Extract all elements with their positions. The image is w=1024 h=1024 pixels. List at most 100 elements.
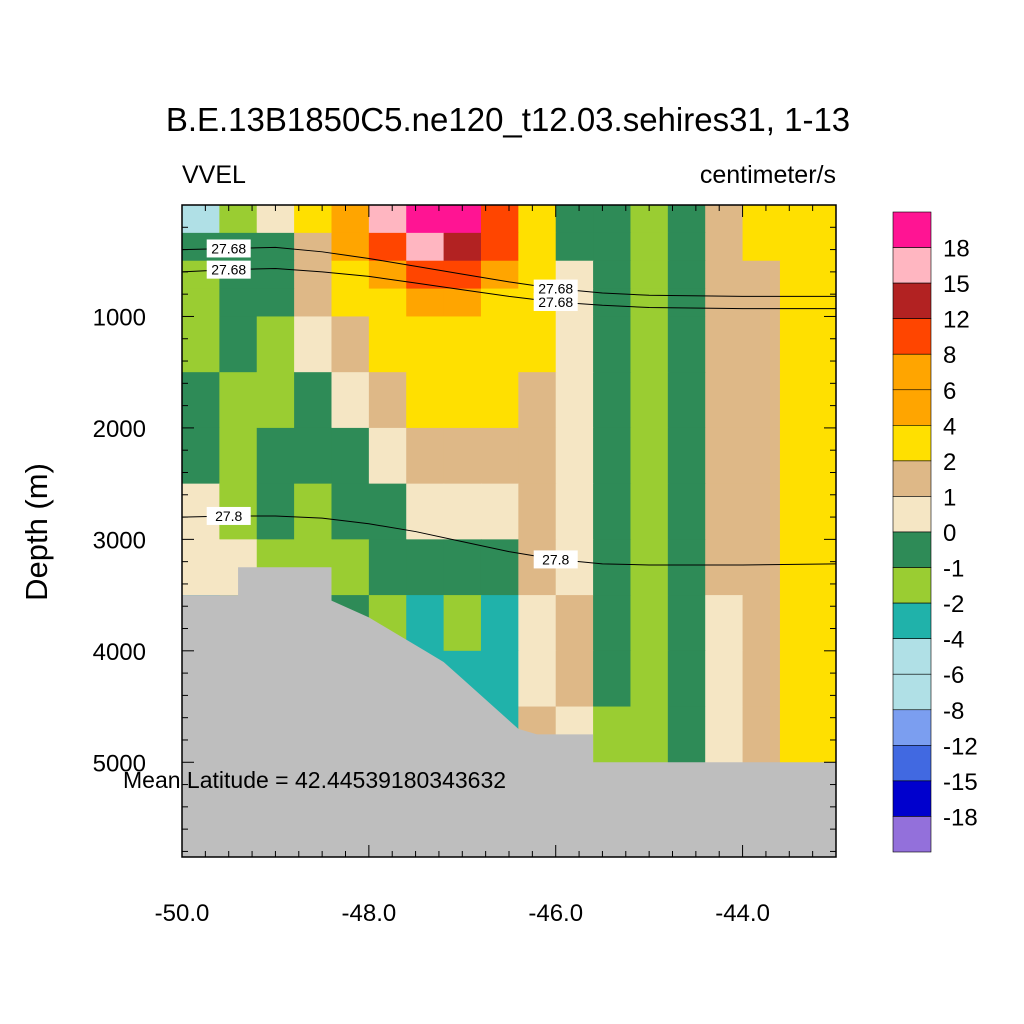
contour-label: 27.8 bbox=[215, 508, 242, 524]
field-cell bbox=[518, 372, 557, 429]
field-cell bbox=[256, 483, 295, 540]
colorbar-label: 15 bbox=[943, 271, 970, 298]
y-tick-label: 5000 bbox=[93, 750, 146, 777]
units-label: centimeter/s bbox=[700, 161, 836, 189]
bathymetry-mask bbox=[182, 567, 836, 857]
field-cell bbox=[219, 427, 258, 485]
field-cell bbox=[667, 650, 706, 708]
colorbar-label: -2 bbox=[943, 591, 964, 618]
field-cell bbox=[630, 372, 669, 429]
field-cell bbox=[779, 232, 836, 262]
y-tick-label: 2000 bbox=[93, 416, 146, 443]
field-cell bbox=[518, 316, 557, 373]
field-cell bbox=[742, 706, 781, 763]
field-cell bbox=[368, 260, 407, 290]
y-tick-label: 1000 bbox=[93, 304, 146, 331]
field-cell bbox=[705, 427, 744, 485]
contour-label: 27.8 bbox=[542, 551, 569, 567]
colorbar-swatch bbox=[892, 460, 932, 497]
field-cell bbox=[406, 316, 445, 373]
field-cell bbox=[630, 650, 669, 708]
contour-label-box bbox=[206, 260, 251, 279]
field-cell bbox=[667, 316, 706, 373]
field-cell bbox=[705, 650, 744, 708]
contour-line bbox=[182, 246, 836, 297]
contour-line bbox=[182, 515, 836, 566]
field-cell bbox=[368, 288, 407, 318]
field-cell bbox=[593, 706, 632, 763]
colorbar-label: 8 bbox=[943, 342, 956, 369]
field-cell bbox=[742, 483, 781, 540]
field-cell bbox=[219, 316, 258, 373]
field-cell bbox=[742, 288, 781, 318]
field-cell bbox=[705, 288, 744, 318]
field-cell bbox=[705, 483, 744, 540]
field-cell bbox=[518, 232, 557, 262]
field-cell bbox=[705, 316, 744, 373]
colorbar-label: -15 bbox=[943, 769, 978, 796]
field-cell bbox=[779, 650, 836, 708]
colorbar-label: -8 bbox=[943, 698, 964, 725]
field-cell bbox=[406, 260, 445, 290]
colorbar-swatch bbox=[892, 780, 932, 817]
field-cell bbox=[368, 316, 407, 373]
contour-label: 27.68 bbox=[538, 294, 573, 310]
field-cell bbox=[742, 650, 781, 708]
field-cell bbox=[294, 288, 333, 318]
x-tick-label: -44.0 bbox=[715, 900, 770, 927]
field-cell bbox=[742, 539, 781, 596]
field-cell bbox=[630, 483, 669, 540]
field-cell bbox=[593, 483, 632, 540]
colorbar-swatch bbox=[892, 567, 932, 604]
field-cell bbox=[593, 372, 632, 429]
field-cell bbox=[256, 316, 295, 373]
field-cell bbox=[406, 483, 445, 540]
field-cell bbox=[480, 372, 519, 429]
field-cell bbox=[593, 595, 632, 652]
y-axis-label: Depth (m) bbox=[19, 463, 54, 601]
field-cell bbox=[779, 260, 836, 290]
field-cell bbox=[331, 427, 370, 485]
field-cell bbox=[480, 232, 519, 262]
field-cell bbox=[779, 316, 836, 373]
colorbar-swatch bbox=[892, 638, 932, 675]
colorbar-label: 4 bbox=[943, 413, 956, 440]
contour-label-box bbox=[206, 506, 251, 525]
contour-label: 27.68 bbox=[211, 262, 246, 278]
field-cell bbox=[593, 539, 632, 596]
field-cell bbox=[406, 539, 445, 596]
field-cell bbox=[368, 539, 407, 596]
x-tick-labels: -50.0 -48.0 -46.0 -44.0 bbox=[155, 900, 770, 927]
colorbar-swatch bbox=[892, 247, 932, 284]
colorbar-swatch bbox=[892, 496, 932, 533]
field-cell bbox=[406, 372, 445, 429]
field-cell bbox=[219, 372, 258, 429]
field-cell bbox=[742, 372, 781, 429]
field-cell bbox=[705, 539, 744, 596]
field-cell bbox=[480, 483, 519, 540]
field-cell bbox=[630, 706, 669, 763]
field-cell bbox=[219, 288, 258, 318]
field-cell bbox=[667, 427, 706, 485]
field-cell bbox=[182, 427, 220, 485]
field-cell bbox=[406, 595, 445, 652]
field-cell bbox=[219, 205, 258, 234]
field-cell bbox=[368, 372, 407, 429]
field-cell bbox=[331, 232, 370, 262]
field-cell bbox=[480, 316, 519, 373]
field-cell bbox=[331, 288, 370, 318]
field-cell bbox=[667, 372, 706, 429]
field-cell bbox=[368, 232, 407, 262]
field-cell bbox=[555, 483, 594, 540]
colorbar-label: -6 bbox=[943, 662, 964, 689]
field-cell bbox=[705, 205, 744, 234]
field-cell bbox=[667, 539, 706, 596]
field-cell bbox=[182, 372, 220, 429]
field-cell bbox=[742, 205, 781, 234]
field-cell bbox=[779, 205, 836, 234]
field-cell bbox=[742, 232, 781, 262]
field-cell bbox=[630, 232, 669, 262]
field-cell bbox=[256, 288, 295, 318]
field-cell bbox=[443, 232, 482, 262]
